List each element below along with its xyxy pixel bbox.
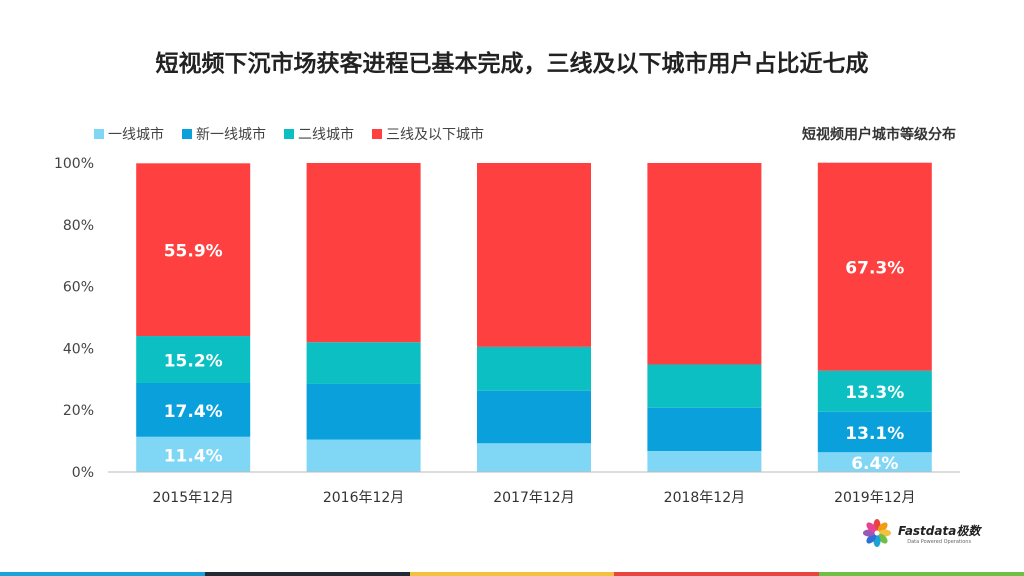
data-label: 67.3% <box>845 259 904 279</box>
legend-label: 一线城市 <box>108 127 164 143</box>
y-tick-label: 20% <box>63 403 94 419</box>
legend-swatch <box>94 129 104 139</box>
legend-swatch <box>372 129 382 139</box>
data-label: 15.2% <box>164 352 223 372</box>
data-label: 6.4% <box>851 454 898 474</box>
logo-tagline: Data Powered Operations <box>907 538 972 545</box>
bar-segment <box>136 163 251 337</box>
data-label: 17.4% <box>164 402 223 422</box>
bar-segment <box>647 364 762 408</box>
y-tick-label: 100% <box>54 156 94 172</box>
chart-legend: 一线城市 新一线城市 二线城市 三线及以下城市 <box>94 124 484 144</box>
bar-segment <box>477 443 591 472</box>
y-tick-label: 80% <box>63 218 94 234</box>
bar-segment <box>136 336 251 384</box>
legend-label: 新一线城市 <box>196 127 266 143</box>
legend-item: 三线及以下城市 <box>372 124 484 144</box>
data-label: 11.4% <box>164 446 223 466</box>
x-tick-label: 2018年12月 <box>664 490 745 506</box>
strip-segment <box>204 572 410 576</box>
data-label: 13.1% <box>845 424 904 444</box>
data-label: 13.3% <box>845 383 904 403</box>
x-tick-label: 2016年12月 <box>323 490 404 506</box>
bar-segment <box>817 452 932 472</box>
bar-segment <box>647 407 762 451</box>
bar-segment <box>136 436 251 472</box>
data-label: 55.9% <box>164 242 223 262</box>
bar-segment <box>817 411 932 453</box>
legend-item: 一线城市 <box>94 124 164 144</box>
flower-logo-icon <box>863 519 891 547</box>
legend-swatch <box>284 129 294 139</box>
chart-subtitle: 短视频用户城市等级分布 <box>802 127 956 143</box>
bar-segment <box>477 346 591 391</box>
legend-swatch <box>182 129 192 139</box>
x-tick-label: 2017年12月 <box>493 490 574 506</box>
fastdata-logo: Fastdata极数 Data Powered Operations <box>862 518 980 548</box>
bar-segment <box>477 390 591 444</box>
bar-segment <box>306 342 421 384</box>
bar-segment <box>647 450 762 472</box>
x-tick-label: 2019年12月 <box>834 490 915 506</box>
y-tick-label: 40% <box>63 341 94 357</box>
bar-segment <box>817 370 932 412</box>
strip-segment <box>614 572 820 576</box>
legend-label: 二线城市 <box>298 127 354 143</box>
legend-label: 三线及以下城市 <box>386 127 484 143</box>
bar-segment <box>477 163 591 347</box>
bottom-color-strip <box>0 572 1024 576</box>
y-tick-label: 0% <box>72 465 94 481</box>
bar-segment <box>647 163 762 365</box>
strip-segment <box>0 572 205 576</box>
y-tick-label: 60% <box>63 280 94 296</box>
bar-segment <box>306 383 421 440</box>
legend-item: 新一线城市 <box>182 124 266 144</box>
strip-segment <box>409 572 615 576</box>
x-tick-label: 2015年12月 <box>152 490 233 506</box>
bar-segment <box>306 163 421 343</box>
page-title: 短视频下沉市场获客进程已基本完成，三线及以下城市用户占比近七成 <box>155 51 869 77</box>
logo-name: Fastdata极数 <box>898 523 981 538</box>
legend-item: 二线城市 <box>284 124 354 144</box>
bar-segment <box>136 383 251 437</box>
strip-segment <box>819 572 1024 576</box>
bar-segment <box>306 439 421 472</box>
bar-segment <box>817 162 932 371</box>
